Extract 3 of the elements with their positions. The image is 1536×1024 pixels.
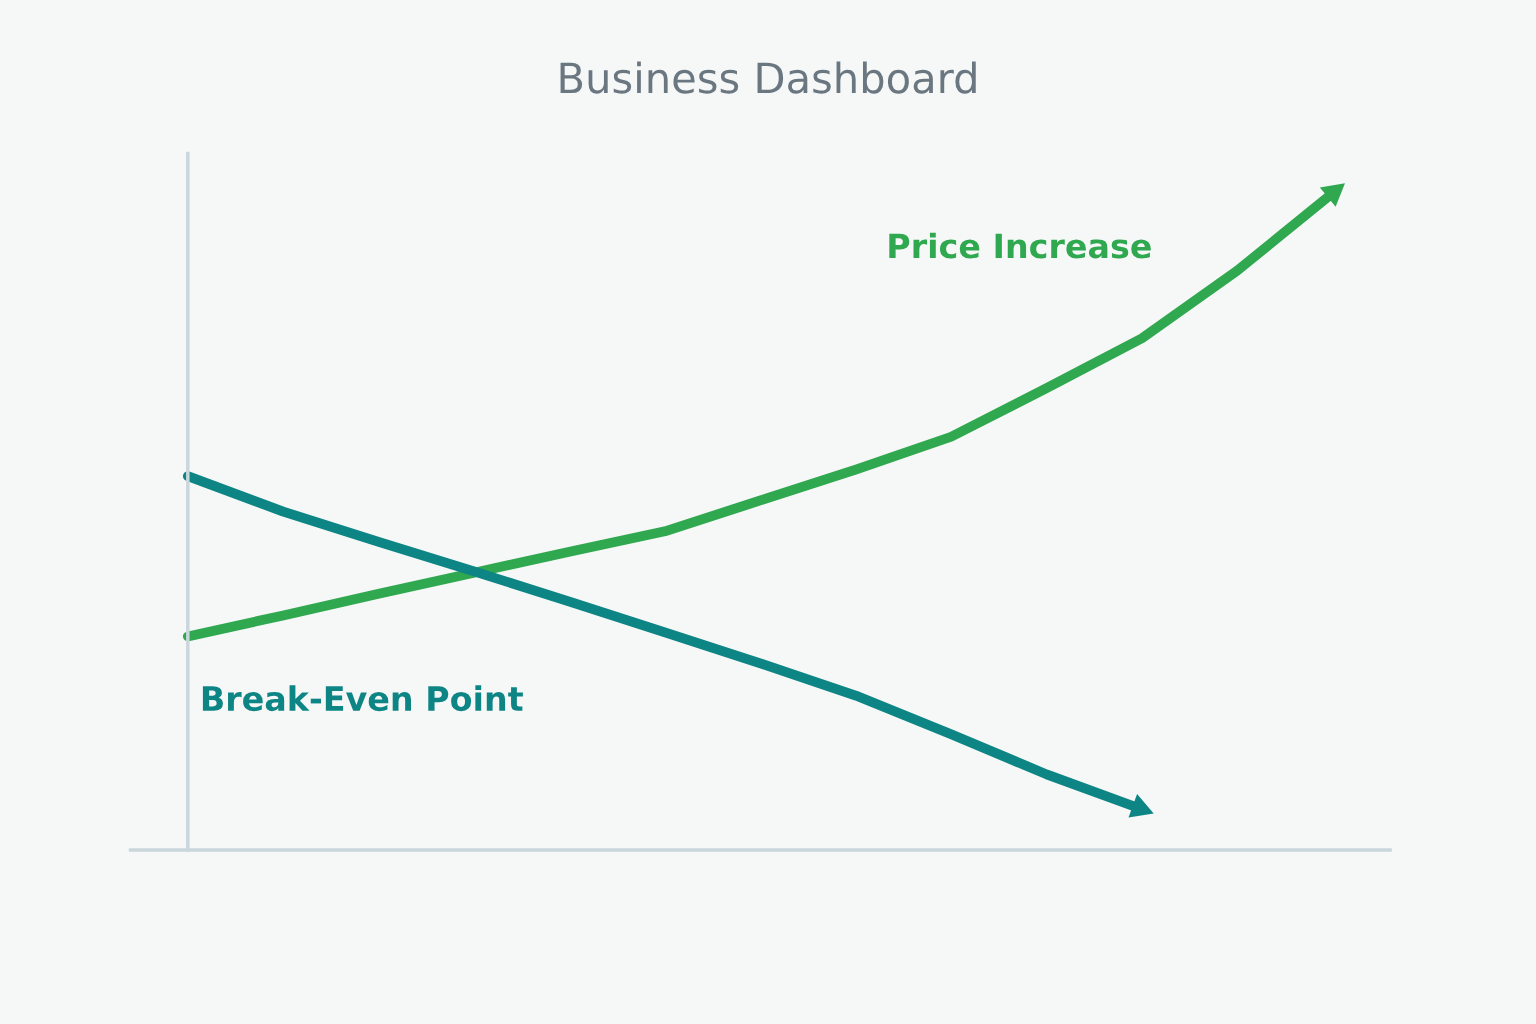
series-label: Price Increase xyxy=(889,232,1151,259)
chart-title: Business Dashboard xyxy=(560,61,976,94)
text: Break-Even Point xyxy=(202,685,523,712)
